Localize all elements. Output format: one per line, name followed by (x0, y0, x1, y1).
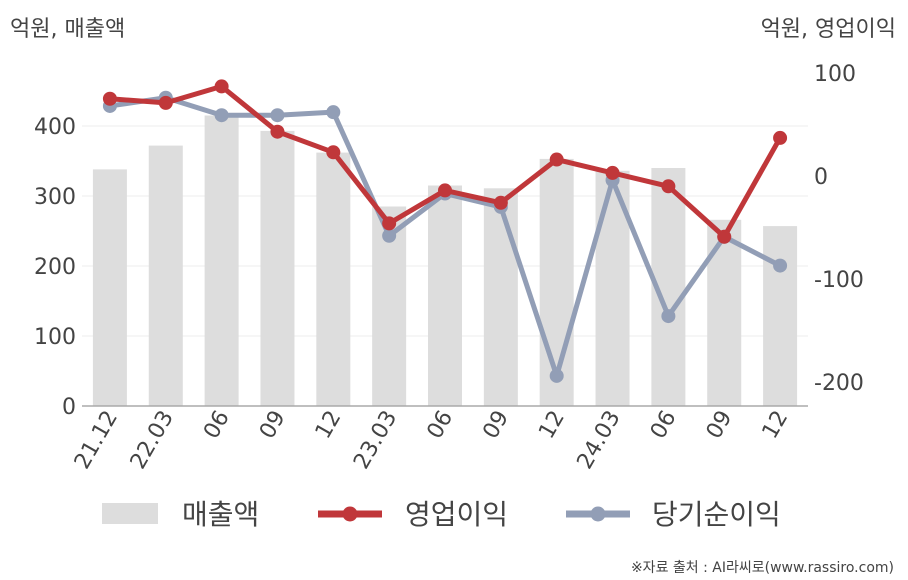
point-operating (773, 130, 788, 145)
point-operating (382, 216, 397, 231)
legend-swatch-net-marker (590, 506, 606, 522)
point-net (773, 258, 788, 273)
x-tick-label: 09 (255, 407, 291, 444)
point-operating (549, 152, 564, 167)
point-operating (661, 179, 676, 194)
point-operating (438, 183, 452, 198)
legend-swatch-sales (102, 503, 158, 524)
x-tick-label: 09 (478, 407, 514, 444)
bar-sales (260, 130, 295, 406)
point-operating (605, 165, 620, 180)
x-tick-label: 12 (758, 407, 794, 444)
line-series-group (102, 79, 788, 383)
point-net (214, 108, 229, 123)
bar-sales (707, 219, 742, 406)
bar-sales (539, 158, 574, 406)
bar-sales (92, 169, 127, 406)
bar-series-sales (92, 115, 798, 406)
legend: 매출액 영업이익 당기순이익 (102, 498, 781, 531)
point-net (270, 108, 285, 123)
right-axis-unit: 억원, 영업이익 (761, 17, 896, 42)
left-axis-ticks: 0 100 200 300 400 (34, 115, 76, 420)
legend-swatch-operating-marker (342, 506, 358, 522)
left-tick-label: 300 (34, 185, 76, 210)
x-tick-label: 24.03 (573, 407, 626, 474)
point-net (549, 368, 564, 383)
right-tick-label: -200 (814, 371, 864, 396)
x-tick-label: 12 (534, 407, 570, 444)
point-operating (158, 95, 173, 110)
left-tick-label: 400 (34, 115, 76, 140)
right-tick-label: 0 (814, 165, 828, 190)
point-operating (270, 124, 285, 139)
x-tick-label: 09 (702, 407, 738, 444)
point-operating (214, 79, 229, 94)
left-axis-unit: 억원, 매출액 (10, 17, 125, 42)
x-tick-label: 22.03 (126, 407, 179, 474)
point-net (326, 105, 341, 120)
x-tick-label: 23.03 (349, 407, 402, 474)
legend-label-operating: 영업이익 (405, 498, 508, 531)
point-operating (326, 145, 341, 160)
bar-sales (763, 226, 798, 406)
point-net (382, 228, 397, 243)
x-axis-ticks: 21.12 22.03 06 09 12 23.03 06 09 12 24.03 06 09 12 (70, 407, 793, 474)
right-tick-label: -100 (814, 268, 864, 293)
bar-sales (204, 115, 239, 406)
point-operating (102, 91, 117, 106)
x-tick-label: 06 (199, 407, 235, 444)
x-tick-label: 21.12 (70, 407, 123, 474)
point-operating (493, 195, 508, 210)
line-series-operating (102, 79, 788, 244)
x-tick-label: 12 (311, 407, 347, 444)
left-tick-label: 0 (62, 395, 76, 420)
left-tick-label: 100 (34, 325, 76, 350)
bar-sales (483, 188, 518, 406)
bar-sales (148, 145, 183, 406)
right-tick-label: 100 (814, 62, 856, 87)
x-tick-label: 06 (646, 407, 682, 444)
source-note: ※자료 출처 : AI라씨로(www.rassiro.com) (631, 560, 894, 576)
point-net (661, 309, 676, 324)
right-axis-ticks: 100 0 -100 -200 (814, 62, 864, 396)
legend-label-net: 당기순이익 (652, 498, 781, 531)
point-operating (717, 229, 732, 244)
bar-sales (316, 152, 351, 406)
x-tick-label: 06 (423, 407, 459, 444)
bar-sales (428, 185, 462, 406)
legend-label-sales: 매출액 (182, 498, 259, 531)
left-tick-label: 200 (34, 255, 76, 280)
